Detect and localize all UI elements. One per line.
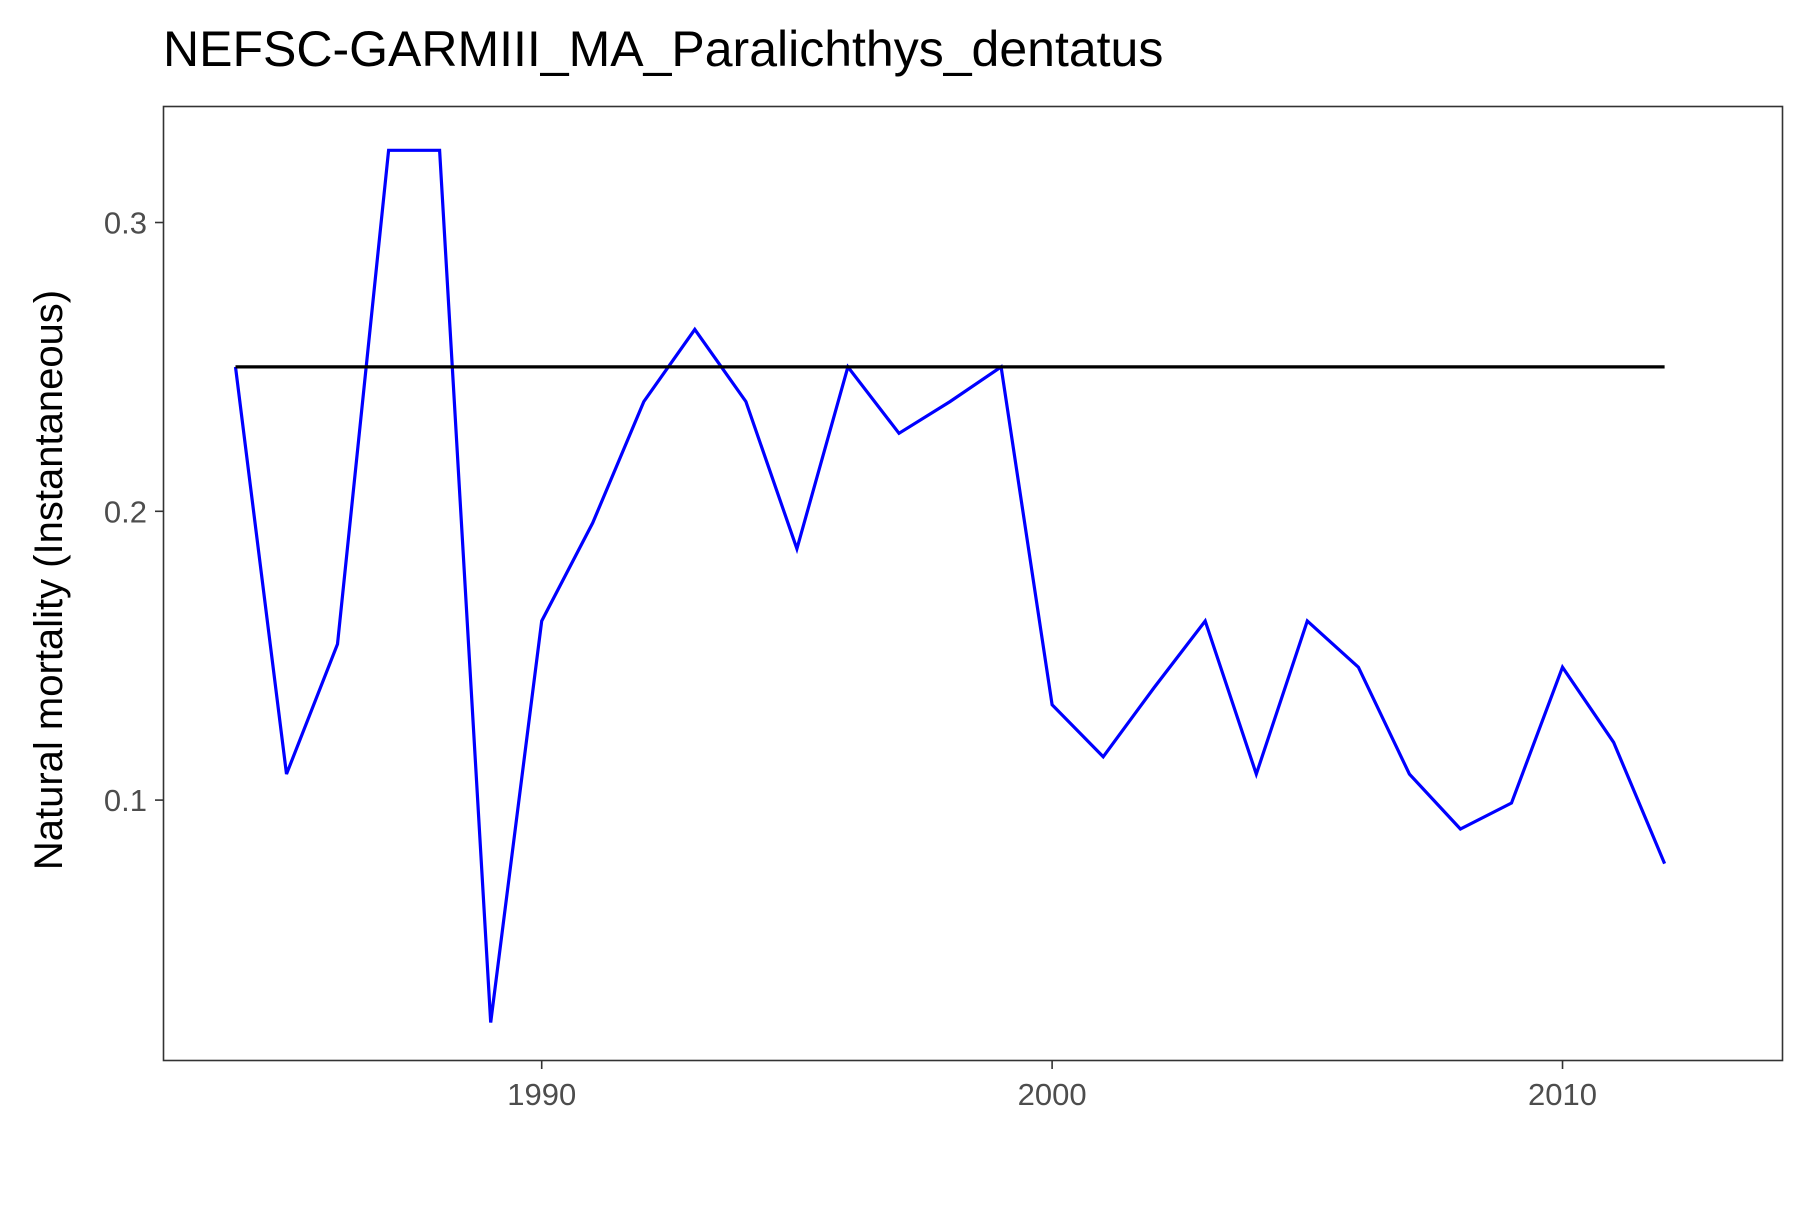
series-layer <box>233 148 1667 1023</box>
y-axis-label: Natural mortality (Instantaneous) <box>27 290 71 870</box>
x-tick-label: 1990 <box>507 1077 576 1112</box>
y-axis: 0.1 0.2 0.3 <box>104 206 164 818</box>
series-line-annual-mortality <box>233 148 1667 1023</box>
x-axis: 1990 2000 2010 <box>507 1060 1597 1112</box>
x-tick-label: 2000 <box>1018 1077 1087 1112</box>
chart-title: NEFSC-GARMIII_MA_Paralichthys_dentatus <box>163 21 1163 77</box>
x-tick-label: 2010 <box>1528 1077 1597 1112</box>
y-tick-label: 0.2 <box>104 494 147 529</box>
y-tick-label: 0.1 <box>104 783 147 818</box>
plot-panel <box>162 105 1784 1062</box>
y-tick-label: 0.3 <box>104 206 147 241</box>
